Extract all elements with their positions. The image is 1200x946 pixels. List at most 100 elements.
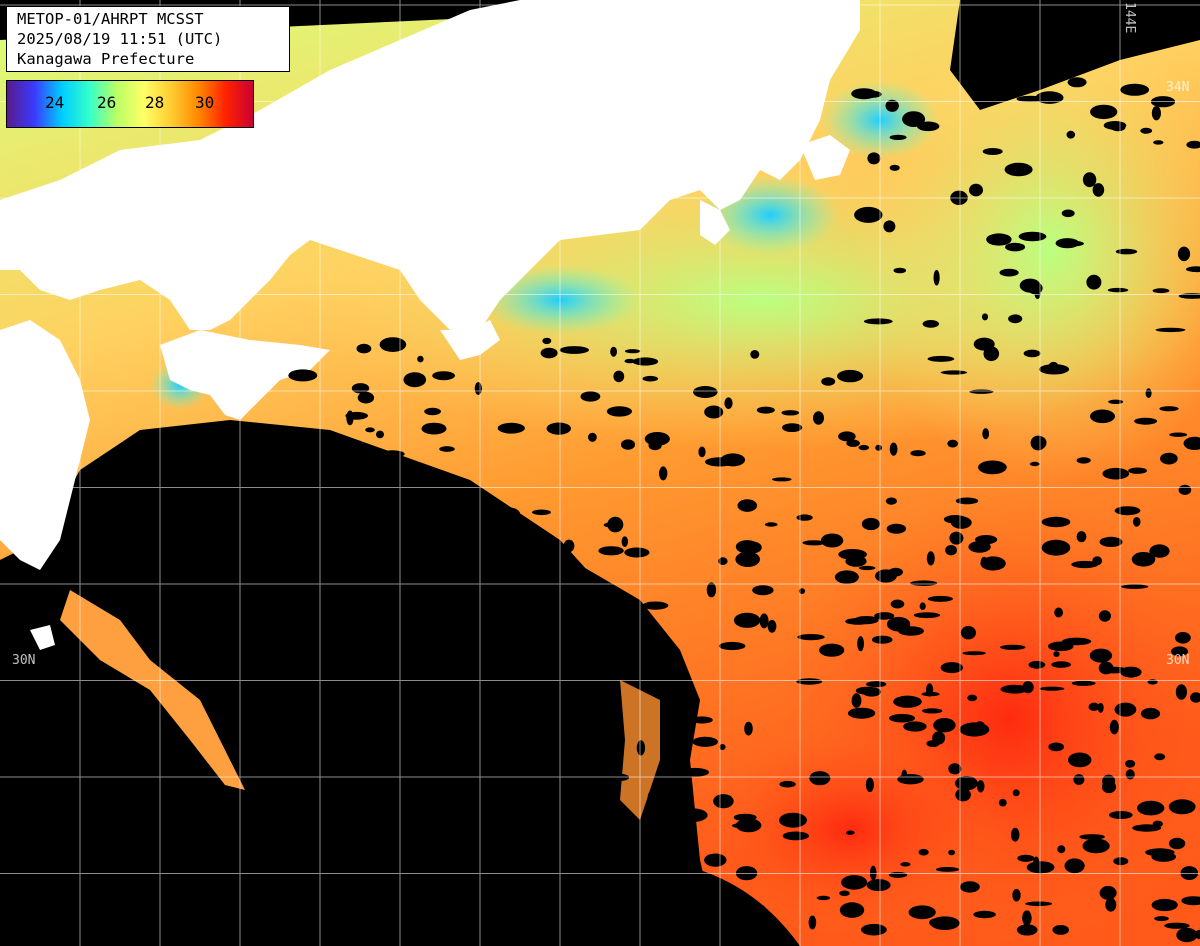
cloud-speckle — [603, 522, 617, 528]
cloud-speckle — [512, 722, 525, 736]
cloud-speckle — [1055, 238, 1080, 249]
cloud-speckle — [293, 868, 307, 876]
cloud-speckle — [927, 355, 955, 362]
cloud-speckle — [698, 446, 706, 458]
cloud-speckle — [737, 499, 758, 512]
cloud-speckle — [718, 641, 746, 651]
cloud-speckle — [474, 382, 482, 395]
cloud-speckle — [955, 497, 979, 505]
cloud-speckle — [636, 657, 660, 669]
cloud-speckle — [1151, 106, 1161, 121]
cloud-speckle — [496, 507, 521, 522]
cloud-speckle — [1125, 759, 1136, 768]
cloud-speckle — [443, 801, 467, 817]
cloud-speckle — [959, 722, 990, 737]
cloud-speckle — [380, 450, 405, 458]
hot-water-region — [690, 720, 1010, 940]
cloud-speckle — [853, 616, 879, 625]
cloud-speckle — [863, 318, 893, 325]
cloud-speckle — [682, 855, 700, 869]
cloud-speckle — [919, 602, 926, 610]
cloud-speckle — [1159, 406, 1179, 412]
cloud-speckle — [858, 444, 870, 451]
cloud-speckle — [1105, 897, 1117, 912]
cloud-speckle — [1034, 287, 1041, 300]
cloud-speckle — [797, 634, 825, 641]
cloud-speckle — [949, 531, 964, 545]
cloud-speckle — [737, 902, 765, 913]
cloud-speckle — [1176, 927, 1198, 943]
cloud-speckle — [1002, 86, 1032, 94]
cloud-speckle — [901, 769, 908, 783]
cloud-speckle — [883, 220, 896, 233]
cloud-speckle — [391, 607, 416, 613]
cloud-speckle — [1032, 856, 1040, 870]
cloud-speckle — [1010, 827, 1020, 842]
cloud-speckle — [1029, 461, 1040, 467]
cloud-speckle — [325, 448, 346, 453]
cloud-speckle — [967, 694, 978, 702]
cloud-speckle — [417, 355, 424, 363]
cloud-speckle — [1004, 162, 1033, 177]
cloud-speckle — [389, 630, 416, 639]
cloud-speckle — [945, 545, 957, 556]
cloud-speckle-group — [288, 77, 1200, 943]
cloud-speckle — [659, 466, 668, 481]
cloud-speckle — [574, 590, 595, 602]
cloud-speckle — [1025, 901, 1053, 907]
cloud-speckle — [610, 346, 617, 357]
cloud-speckle — [575, 660, 604, 673]
cloud-speckle — [837, 369, 864, 383]
cloud-speckle — [1061, 637, 1092, 646]
cool-water-band-east — [850, 20, 1200, 480]
cloud-speckle — [1016, 924, 1038, 936]
cloud-speckle — [1175, 684, 1187, 700]
cloud-speckle — [866, 879, 891, 892]
cloud-speckle — [862, 90, 882, 98]
cloud-speckle — [530, 574, 547, 588]
cloud-speckle — [752, 585, 774, 596]
cloud-speckle — [313, 817, 331, 823]
cloud-speckle — [293, 518, 311, 527]
cloud-speckle — [1132, 517, 1141, 527]
cloud-speckle — [1071, 560, 1099, 569]
cloud-speckle — [691, 716, 713, 724]
cloud-speckle — [624, 349, 641, 354]
cloud-speckle — [624, 547, 650, 558]
cloud-speckle — [1134, 417, 1158, 425]
cloud-speckle — [1114, 702, 1137, 717]
cloud-speckle — [434, 502, 445, 514]
cloud-speckle — [960, 881, 980, 893]
cloud-speckle — [365, 427, 375, 433]
cloud-speckle — [978, 460, 1007, 475]
cloud-speckle — [424, 407, 441, 416]
cloud-speckle — [447, 899, 470, 915]
cloud-speckle — [324, 457, 347, 470]
cloud-speckle — [935, 867, 960, 872]
cloud-speckle — [650, 901, 666, 908]
cloud-speckle — [597, 718, 616, 734]
cloud-speckle — [1092, 183, 1105, 197]
cloud-speckle — [563, 639, 574, 653]
cloud-speckle — [893, 695, 922, 708]
cloud-speckle — [387, 573, 406, 581]
cloud-speckle — [1194, 929, 1200, 940]
cloud-speckle — [973, 337, 995, 351]
cloud-speckle — [1168, 799, 1196, 815]
cloud-speckle — [1151, 898, 1178, 912]
cloud-speckle — [288, 796, 315, 802]
cloud-speckle — [544, 800, 568, 814]
cloud-speckle — [962, 651, 986, 656]
cloud-speckle — [1054, 607, 1063, 618]
cloud-speckle — [1121, 584, 1149, 589]
cloud-speckle — [704, 405, 724, 419]
cloud-speckle — [1079, 834, 1105, 840]
cloud-speckle — [1022, 910, 1032, 926]
cloud-speckle — [1076, 457, 1091, 464]
cloud-speckle — [1137, 800, 1165, 816]
cloud-speckle — [422, 854, 438, 866]
cloud-speckle — [933, 269, 940, 286]
cloud-speckle — [875, 569, 897, 583]
cloud-speckle — [796, 514, 813, 521]
latitude-label-30n-west: 30N — [12, 653, 36, 668]
